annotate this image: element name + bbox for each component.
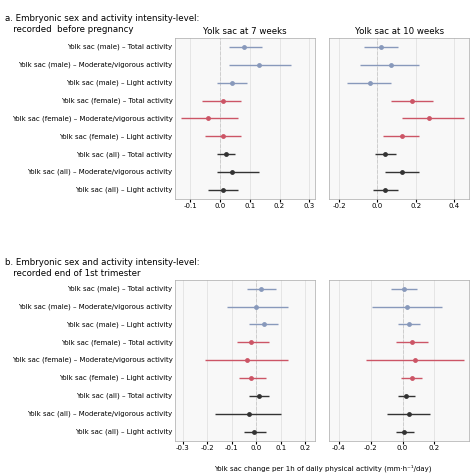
Text: Yolk sac (all) – Moderate/vigorous activity: Yolk sac (all) – Moderate/vigorous activ…: [27, 410, 173, 417]
Text: Yolk sac (all) – Light activity: Yolk sac (all) – Light activity: [75, 428, 173, 435]
Text: Yolk sac (all) – Moderate/vigorous activity: Yolk sac (all) – Moderate/vigorous activ…: [27, 169, 173, 175]
Text: Yolk sac (male) – Moderate/vigorous activity: Yolk sac (male) – Moderate/vigorous acti…: [18, 303, 173, 310]
Text: Yolk sac (female) – Total activity: Yolk sac (female) – Total activity: [61, 97, 173, 104]
Text: Yolk sac (male) – Total activity: Yolk sac (male) – Total activity: [67, 44, 173, 50]
Text: Yolk sac (male) – Total activity: Yolk sac (male) – Total activity: [67, 285, 173, 292]
Text: Yolk sac change per 1h of daily physical activity (mm·h⁻¹/day): Yolk sac change per 1h of daily physical…: [214, 464, 431, 472]
Text: a. Embryonic sex and activity intensity-level:
   recorded  before pregnancy: a. Embryonic sex and activity intensity-…: [5, 14, 199, 34]
Text: Yolk sac (female) – Moderate/vigorous activity: Yolk sac (female) – Moderate/vigorous ac…: [12, 115, 173, 122]
Text: Yolk sac (male) – Moderate/vigorous activity: Yolk sac (male) – Moderate/vigorous acti…: [18, 62, 173, 68]
Text: b. Embryonic sex and activity intensity-level:
   recorded end of 1st trimester: b. Embryonic sex and activity intensity-…: [5, 258, 200, 278]
Text: Yolk sac (male) – Light activity: Yolk sac (male) – Light activity: [66, 80, 173, 86]
Text: Yolk sac (female) – Light activity: Yolk sac (female) – Light activity: [59, 133, 173, 140]
Text: Yolk sac (female) – Light activity: Yolk sac (female) – Light activity: [59, 375, 173, 382]
Text: Yolk sac (all) – Light activity: Yolk sac (all) – Light activity: [75, 187, 173, 193]
Text: Yolk sac (all) – Total activity: Yolk sac (all) – Total activity: [76, 393, 173, 399]
Text: Yolk sac (male) – Light activity: Yolk sac (male) – Light activity: [66, 321, 173, 328]
Text: Yolk sac (female) – Total activity: Yolk sac (female) – Total activity: [61, 339, 173, 346]
Text: Yolk sac (female) – Moderate/vigorous activity: Yolk sac (female) – Moderate/vigorous ac…: [12, 357, 173, 364]
Text: Yolk sac at 7 weeks: Yolk sac at 7 weeks: [203, 27, 287, 36]
Text: Yolk sac at 10 weeks: Yolk sac at 10 weeks: [355, 27, 444, 36]
Text: Yolk sac (all) – Total activity: Yolk sac (all) – Total activity: [76, 151, 173, 157]
